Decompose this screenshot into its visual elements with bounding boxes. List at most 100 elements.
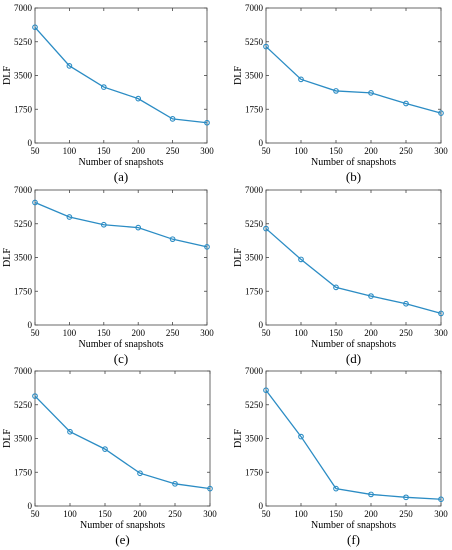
x-tick-label: 100 <box>63 146 77 156</box>
data-point <box>333 485 339 492</box>
x-tick-label: 150 <box>329 146 343 156</box>
data-point <box>368 90 374 96</box>
y-tick-label: 1750 <box>245 467 264 477</box>
data-point <box>67 428 73 435</box>
x-tick-label: 200 <box>364 146 378 156</box>
series-line <box>265 389 442 500</box>
data-point <box>403 494 409 501</box>
y-tick-label: 1750 <box>245 286 264 296</box>
x-tick-label: 100 <box>294 509 308 519</box>
x-tick-label: 200 <box>364 328 378 338</box>
data-point <box>438 110 444 116</box>
y-axis-label: DLF <box>2 429 13 448</box>
x-tick-label: 300 <box>434 146 448 156</box>
x-tick-label: 200 <box>364 509 378 519</box>
data-point <box>368 491 374 498</box>
x-axis-label: Number of snapshots <box>79 339 164 350</box>
x-axis-label: Number of snapshots <box>311 520 396 531</box>
data-point <box>100 84 107 90</box>
x-tick-label: 50 <box>262 509 272 519</box>
x-axis-label: Number of snapshots <box>311 157 396 168</box>
plot-frame <box>34 7 208 144</box>
chart-panel: 50 100 150 200 250 300 0 1750 3500 5250 7000 Number… <box>2 366 217 547</box>
data-point <box>137 470 143 477</box>
x-tick-label: 250 <box>399 509 413 519</box>
x-tick-label: 300 <box>434 328 448 338</box>
x-tick-label: 250 <box>166 328 180 338</box>
y-tick-label: 1750 <box>245 104 264 114</box>
y-axis-label: DLF <box>233 66 244 85</box>
data-point <box>333 284 339 291</box>
x-tick-label: 100 <box>294 328 308 338</box>
y-tick-label: 0 <box>259 320 264 330</box>
x-tick-label: 300 <box>200 146 214 156</box>
data-point <box>403 300 409 307</box>
x-tick-label: 50 <box>31 509 41 519</box>
data-point <box>100 221 107 228</box>
x-tick-label: 200 <box>133 509 147 519</box>
data-point <box>172 480 178 487</box>
x-axis-label: Number of snapshots <box>311 339 396 350</box>
data-point <box>438 310 444 317</box>
x-tick-label: 250 <box>168 509 182 519</box>
data-point <box>169 236 176 243</box>
chart-panel: 50 100 150 200 250 300 0 1750 3500 5250 7000 Number… <box>233 366 448 547</box>
x-tick-label: 250 <box>399 146 413 156</box>
chart-panel: 50 100 150 200 250 300 0 1750 3500 5250 7000 Number… <box>233 3 448 184</box>
data-point <box>207 485 213 492</box>
data-point <box>298 256 304 263</box>
y-tick-label: 1750 <box>14 286 33 296</box>
y-tick-label: 3500 <box>14 434 33 444</box>
y-tick-label: 7000 <box>14 3 33 13</box>
data-point <box>135 224 142 231</box>
data-point <box>263 43 269 50</box>
y-axis-label: DLF <box>233 429 244 448</box>
y-tick-label: 3500 <box>14 253 33 263</box>
y-tick-label: 5250 <box>245 37 264 47</box>
x-axis-label: Number of snapshots <box>80 520 165 531</box>
y-tick-label: 3500 <box>245 71 264 81</box>
data-point <box>32 393 38 399</box>
y-tick-label: 7000 <box>245 366 264 376</box>
data-point <box>298 433 304 440</box>
x-tick-label: 150 <box>329 509 343 519</box>
y-tick-label: 5250 <box>245 219 264 229</box>
x-tick-label: 100 <box>294 146 308 156</box>
plot-frame <box>265 370 442 507</box>
y-tick-label: 7000 <box>245 3 264 13</box>
chart-panel: 50 100 150 200 250 300 0 1750 3500 5250 7000 Number… <box>233 185 448 366</box>
y-tick-label: 0 <box>259 501 264 511</box>
y-tick-label: 3500 <box>245 434 264 444</box>
chart-panel: 50 100 150 200 250 300 0 1750 3500 5250 7000 Number… <box>2 3 214 184</box>
data-point <box>263 387 269 394</box>
x-axis-label: Number of snapshots <box>79 157 164 168</box>
y-tick-label: 0 <box>28 138 33 148</box>
plot-frame <box>34 189 208 326</box>
x-tick-label: 50 <box>262 146 272 156</box>
x-tick-label: 300 <box>203 509 217 519</box>
series-line <box>34 395 211 490</box>
x-tick-label: 200 <box>131 328 145 338</box>
data-point <box>298 76 304 83</box>
x-tick-label: 50 <box>31 146 41 156</box>
x-tick-label: 150 <box>97 328 111 338</box>
series-line <box>34 201 208 248</box>
data-point <box>333 88 339 94</box>
y-tick-label: 3500 <box>14 71 33 81</box>
panel-caption: (b) <box>346 169 361 184</box>
y-tick-label: 0 <box>28 320 33 330</box>
x-tick-label: 150 <box>97 146 111 156</box>
data-point <box>102 446 108 452</box>
x-tick-label: 100 <box>63 509 77 519</box>
data-point <box>169 116 176 122</box>
y-tick-label: 3500 <box>245 253 264 263</box>
panel-caption: (d) <box>346 351 361 366</box>
y-axis-label: DLF <box>233 248 244 267</box>
y-tick-label: 7000 <box>14 185 33 195</box>
plot-frame <box>265 7 442 144</box>
data-point <box>403 100 409 107</box>
y-tick-label: 5250 <box>245 400 264 410</box>
x-tick-label: 150 <box>329 328 343 338</box>
x-tick-label: 200 <box>131 146 145 156</box>
